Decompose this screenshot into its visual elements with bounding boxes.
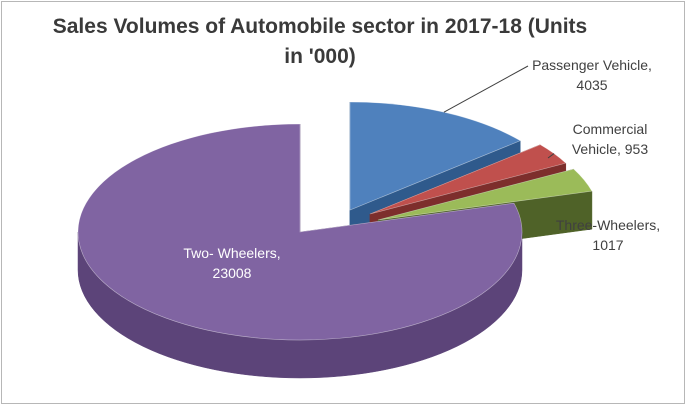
slice-label-line: 4035 (576, 77, 607, 93)
slice-three-wheelers (377, 168, 593, 221)
chart-title-line-1: Sales Volumes of Automobile sector in 20… (52, 15, 588, 38)
slice-label-line: Commercial (573, 121, 648, 137)
leader-line-passenger-vehicle (443, 65, 529, 113)
slice-label-line: Two- Wheelers, (183, 245, 280, 261)
pie-tops (77, 101, 593, 341)
slice-label-three-wheelers: Three-Wheelers, 1017 (556, 217, 660, 253)
slice-label-line: Three-Wheelers, (556, 217, 660, 233)
slice-label-line: 1017 (592, 237, 623, 253)
slice-label-line: Passenger Vehicle, (532, 57, 652, 73)
slice-passenger-vehicle (349, 101, 521, 211)
chart-title-line-2: in '000) (284, 45, 356, 68)
leader-lines (443, 65, 555, 159)
slice-labels: Passenger Vehicle, 4035 Commercial Vehicle,… (183, 57, 660, 281)
leader-line-commercial-vehicle (547, 153, 555, 159)
slice-label-two-wheelers: Two- Wheelers, 23008 (183, 245, 280, 281)
chart-title: Sales Volumes of Automobile sector in 20… (20, 12, 620, 72)
slice-label-passenger-vehicle: Passenger Vehicle, 4035 (532, 57, 652, 93)
slice-label-commercial-vehicle: Commercial Vehicle, 953 (572, 121, 648, 157)
slice-label-line: 23008 (213, 265, 252, 281)
slice-two-wheelers (77, 123, 523, 341)
slice-label-line: Vehicle, 953 (572, 141, 648, 157)
